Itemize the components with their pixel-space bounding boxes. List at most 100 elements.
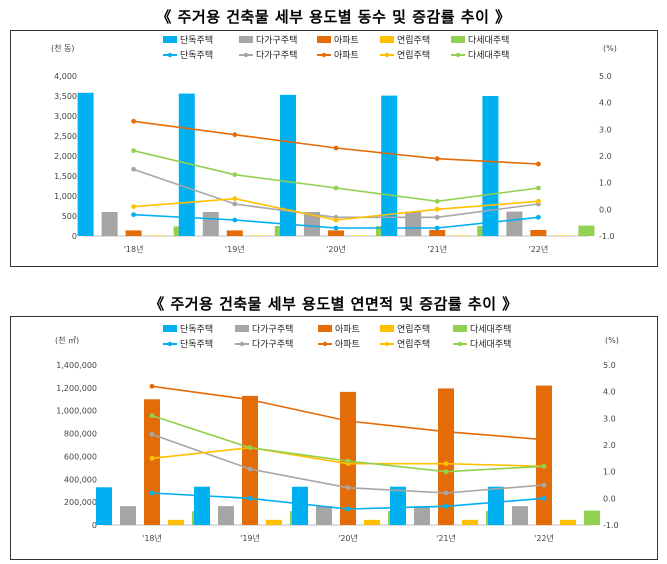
bar	[304, 212, 320, 236]
line-point	[536, 161, 541, 167]
line-point	[149, 431, 155, 437]
legend-line-label: 연립주택	[397, 50, 430, 61]
legend-line-label: 다가구주택	[252, 339, 293, 350]
bar	[530, 230, 547, 236]
bar	[352, 235, 368, 236]
x-tick-label: '22년	[529, 244, 549, 254]
legend-bar-label: 다가구주택	[252, 324, 293, 335]
x-tick-label: '19년	[225, 244, 245, 254]
y-tick-label: 0	[92, 521, 97, 530]
y-tick-label: 1,000	[54, 192, 77, 201]
line-point	[541, 463, 547, 469]
y-tick-label: 600,000	[64, 452, 97, 461]
y2-axis-unit: (%)	[605, 336, 619, 345]
x-tick-label: '21년	[436, 533, 456, 543]
line-point	[536, 185, 541, 191]
y-tick-label: 800,000	[64, 430, 97, 439]
bar	[218, 506, 234, 525]
bar	[266, 519, 282, 525]
legend-bar-swatch	[380, 325, 394, 332]
x-tick-label: '19년	[240, 533, 260, 543]
legend-bar-swatch	[163, 36, 177, 43]
line-point	[149, 455, 155, 461]
legend-line-marker	[167, 341, 173, 347]
legend-bar-label: 다세대주택	[470, 324, 511, 335]
y2-tick-label: -1.0	[599, 232, 615, 241]
line-point	[232, 201, 238, 207]
y2-tick-label: 0.0	[599, 205, 612, 214]
bar	[340, 391, 356, 525]
bar	[242, 395, 258, 525]
y-tick-label: 2,000	[54, 152, 77, 161]
bar	[429, 230, 446, 236]
y-axis-unit: (천 동)	[51, 43, 75, 53]
y-tick-label: 1,200,000	[56, 384, 97, 393]
bar	[120, 506, 136, 525]
bar	[125, 230, 142, 236]
y2-tick-label: 0.0	[603, 494, 616, 503]
legend-line-marker	[243, 52, 249, 58]
legend-line-marker	[239, 341, 245, 347]
line-point	[232, 132, 238, 138]
x-tick-label: '18년	[124, 244, 144, 254]
bar	[578, 225, 595, 236]
bar	[316, 506, 332, 525]
bar	[77, 92, 94, 236]
bar	[328, 230, 344, 236]
legend-line-label: 연립주택	[397, 339, 430, 350]
bar	[488, 486, 504, 525]
chart-title-yeonmyeonjeok: 《 주거용 건축물 세부 용도별 연면적 및 증감률 추이 》	[149, 295, 518, 313]
y2-tick-label: 1.0	[603, 468, 616, 477]
legend-line-label: 아파트	[334, 50, 359, 61]
line-point	[131, 166, 136, 172]
line-point	[149, 490, 155, 496]
bar	[96, 487, 112, 525]
bar	[280, 94, 296, 236]
bar	[250, 235, 267, 236]
line-point	[443, 469, 449, 475]
legend-line-marker	[457, 341, 463, 347]
line-point	[443, 503, 449, 509]
legend-line-label: 다가구주택	[256, 50, 297, 61]
line-point	[247, 466, 253, 472]
bar	[438, 388, 454, 525]
y-tick-label: 4,000	[54, 72, 77, 81]
legend-bar-label: 연립주택	[397, 35, 430, 46]
bar	[292, 486, 308, 525]
legend-line-label: 단독주택	[180, 50, 213, 61]
line-point	[434, 198, 440, 204]
line-point	[333, 217, 339, 223]
line-point	[345, 485, 351, 491]
y-tick-label: 1,000,000	[56, 407, 97, 416]
legend-bar-label: 단독주택	[180, 324, 213, 335]
bar	[414, 506, 430, 525]
y2-tick-label: -1.0	[603, 521, 619, 530]
bar	[405, 211, 422, 236]
bar	[554, 235, 571, 236]
legend-line-label: 다세대주택	[470, 339, 511, 350]
legend-bar-label: 아파트	[334, 35, 359, 46]
legend-bar-label: 다세대주택	[468, 35, 509, 46]
y2-tick-label: 4.0	[603, 388, 616, 397]
legend-bar-swatch	[318, 325, 332, 332]
line-point	[333, 145, 339, 151]
bar	[381, 95, 398, 236]
x-tick-label: '20년	[326, 244, 346, 254]
line-point	[247, 445, 253, 451]
line-point	[131, 118, 136, 124]
y2-tick-label: 3.0	[599, 125, 612, 134]
line-point	[434, 225, 440, 231]
legend-line-label: 다세대주택	[468, 50, 509, 61]
y-tick-label: 1,500	[54, 172, 77, 181]
line-point	[541, 437, 547, 443]
line-point	[443, 490, 449, 496]
legend-bar-label: 아파트	[335, 324, 360, 335]
legend-bar-swatch	[163, 325, 177, 332]
legend-line-marker	[167, 52, 173, 58]
bar	[453, 235, 470, 236]
legend-bar-swatch	[317, 36, 331, 43]
legend-line-label: 단독주택	[180, 339, 213, 350]
bar	[390, 486, 406, 525]
